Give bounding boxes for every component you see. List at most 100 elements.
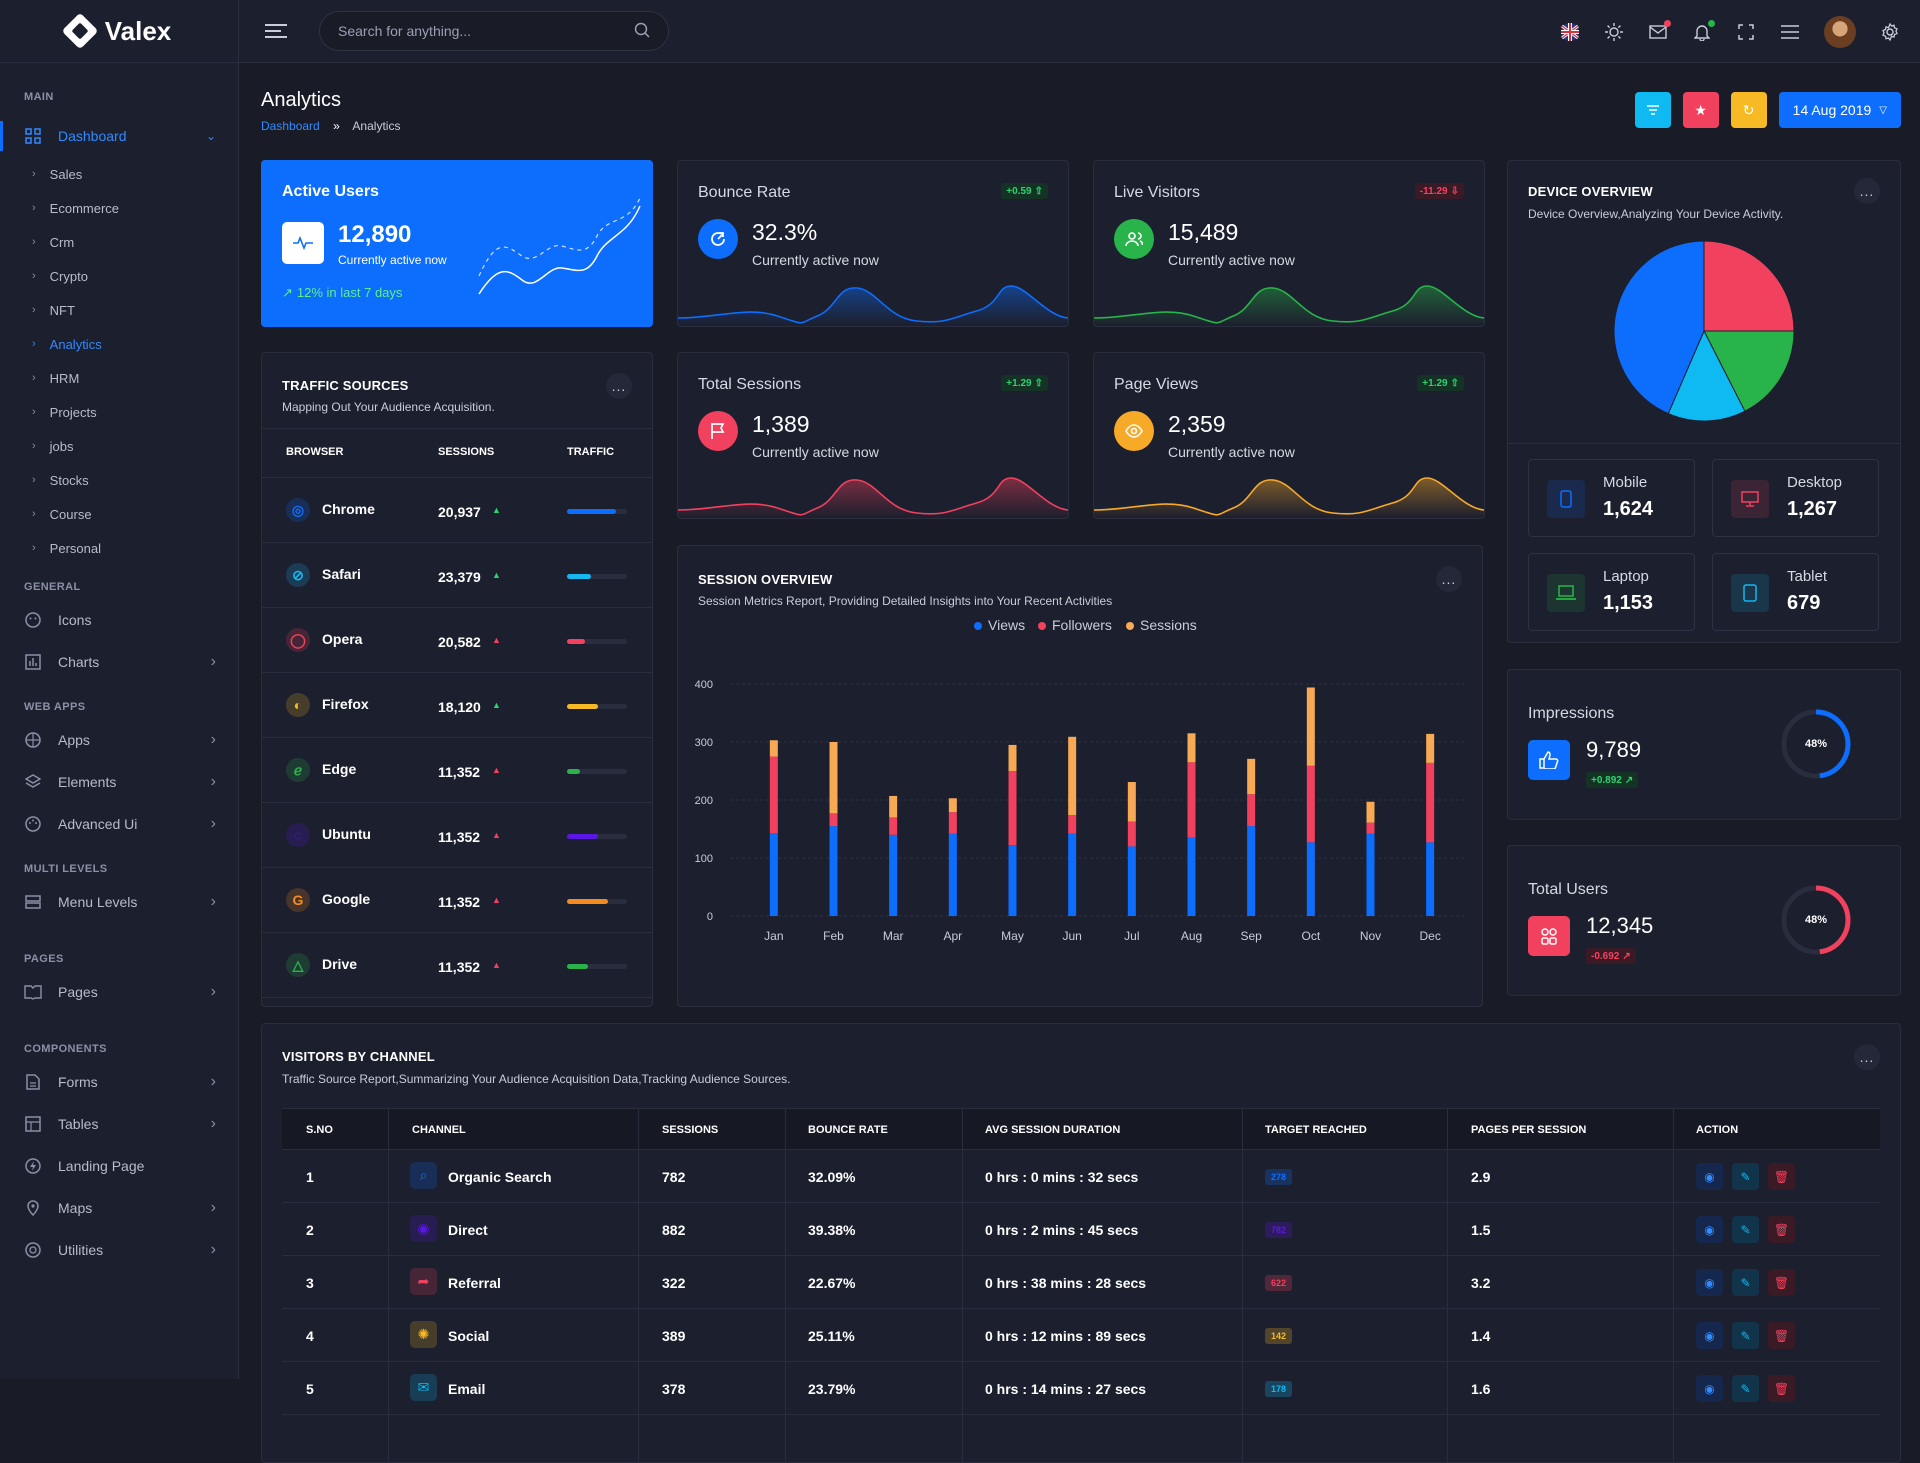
traffic-bar-fill <box>567 964 588 969</box>
more-button[interactable]: ... <box>1854 1044 1880 1070</box>
bar-views <box>1366 833 1375 916</box>
pencil-icon: ✎ <box>1740 1169 1751 1184</box>
chevron-right-icon: › <box>32 338 36 350</box>
flag-uk-icon[interactable] <box>1560 22 1580 42</box>
sidebar-sub-label: Personal <box>49 540 101 556</box>
trend-up-icon: ↗ <box>1624 774 1634 786</box>
avatar[interactable] <box>1824 15 1856 48</box>
eye-icon: ◉ <box>1704 1381 1715 1396</box>
sidebar-sub-label: Sales <box>49 166 83 182</box>
trend-up-icon: ↗ <box>282 285 293 300</box>
pie-slice <box>1614 241 1705 415</box>
more-button[interactable]: ... <box>1854 178 1880 204</box>
edge-icon: ℯ <box>286 758 310 782</box>
fullscreen-icon[interactable] <box>1736 22 1756 42</box>
sidebar-item-utilities[interactable]: Utilities › <box>0 1229 238 1271</box>
edit-button[interactable]: ✎ <box>1732 1375 1759 1402</box>
sidebar-item-apps[interactable]: Apps › <box>0 719 238 761</box>
sidebar-item-landing[interactable]: Landing Page <box>0 1145 238 1187</box>
legend-label[interactable]: Views <box>988 617 1025 633</box>
browser-name: Ubuntu <box>322 826 371 842</box>
sidebar-item-tables[interactable]: Tables › <box>0 1103 238 1145</box>
sidebar-sub-item-jobs[interactable]: › jobs <box>0 429 238 463</box>
delete-button[interactable]: 🗑 <box>1768 1322 1795 1349</box>
view-button[interactable]: ◉ <box>1696 1269 1723 1296</box>
delete-button[interactable]: 🗑 <box>1768 1269 1795 1296</box>
stat-label: Bounce Rate <box>698 184 791 201</box>
refresh-button[interactable]: ↻ <box>1730 92 1767 128</box>
sidebar-sub-item-crypto[interactable]: › Crypto <box>0 259 238 293</box>
traffic-bar <box>567 509 627 514</box>
search-box[interactable] <box>319 11 669 51</box>
sidebar-item-icons[interactable]: Icons <box>0 599 238 641</box>
delete-button[interactable]: 🗑 <box>1768 1216 1795 1243</box>
filter-button[interactable] <box>1634 92 1671 128</box>
sidebar-item-advanced-ui[interactable]: Advanced Ui › <box>0 803 238 845</box>
chevron-right-icon: › <box>210 815 216 832</box>
hamburger-icon[interactable] <box>265 20 287 42</box>
search-icon[interactable] <box>634 22 650 41</box>
date-picker-button[interactable]: 14 Aug 2019 ▽ <box>1778 92 1901 128</box>
sidebar-item-dashboard[interactable]: Dashboard ⌄ <box>0 115 238 157</box>
logo[interactable]: Valex <box>0 0 238 63</box>
menu-lines-icon[interactable] <box>1780 22 1800 42</box>
top-header <box>239 0 1920 63</box>
breadcrumb-home[interactable]: Dashboard <box>261 119 320 133</box>
sidebar-item-forms[interactable]: Forms › <box>0 1061 238 1103</box>
gear-icon[interactable] <box>1880 22 1900 42</box>
sidebar-sub-item-hrm[interactable]: › HRM <box>0 361 238 395</box>
browser-name: Drive <box>322 956 358 972</box>
more-button[interactable]: ... <box>1436 566 1462 592</box>
sidebar-label: Dashboard <box>58 128 127 144</box>
bar-views <box>1306 842 1315 916</box>
device-label: Laptop <box>1603 568 1649 585</box>
organic-search-icon: ⌕ <box>410 1162 437 1189</box>
view-button[interactable]: ◉ <box>1696 1163 1723 1190</box>
delete-button[interactable]: 🗑 <box>1768 1163 1795 1190</box>
delete-button[interactable]: 🗑 <box>1768 1375 1795 1402</box>
view-button[interactable]: ◉ <box>1696 1216 1723 1243</box>
chevron-right-icon: › <box>210 983 216 1000</box>
users-group-icon <box>1528 916 1570 956</box>
sidebar-item-charts[interactable]: Charts › <box>0 641 238 683</box>
sidebar-label: Charts <box>58 654 100 670</box>
badge-text: +0.59 <box>1006 185 1032 197</box>
bar-views <box>829 826 838 916</box>
sidebar-sub-item-sales[interactable]: › Sales <box>0 157 238 191</box>
more-button[interactable]: ... <box>606 373 632 399</box>
legend-label[interactable]: Followers <box>1052 617 1112 633</box>
sidebar-item-elements[interactable]: Elements › <box>0 761 238 803</box>
legend-label[interactable]: Sessions <box>1140 617 1197 633</box>
legend-marker <box>1038 622 1046 630</box>
sidebar-sub-item-ecommerce[interactable]: › Ecommerce <box>0 191 238 225</box>
sidebar-item-menu-levels[interactable]: Menu Levels › <box>0 881 238 923</box>
pencil-icon: ✎ <box>1740 1328 1751 1343</box>
search-input[interactable] <box>338 23 618 39</box>
edit-button[interactable]: ✎ <box>1732 1322 1759 1349</box>
edit-button[interactable]: ✎ <box>1732 1163 1759 1190</box>
sidebar-sub-item-course[interactable]: › Course <box>0 497 238 531</box>
sidebar-sub-item-personal[interactable]: › Personal <box>0 531 238 565</box>
mail-icon[interactable] <box>1648 19 1671 42</box>
file-icon <box>24 1073 42 1091</box>
view-button[interactable]: ◉ <box>1696 1375 1723 1402</box>
view-button[interactable]: ◉ <box>1696 1322 1723 1349</box>
favorite-button[interactable]: ★ <box>1682 92 1719 128</box>
sidebar-sub-item-analytics[interactable]: › Analytics <box>0 327 238 361</box>
sidebar-item-pages[interactable]: Pages › <box>0 971 238 1013</box>
edit-button[interactable]: ✎ <box>1732 1216 1759 1243</box>
edit-button[interactable]: ✎ <box>1732 1269 1759 1296</box>
sidebar-sub-item-nft[interactable]: › NFT <box>0 293 238 327</box>
sidebar-item-maps[interactable]: Maps › <box>0 1187 238 1229</box>
sidebar-sub-item-stocks[interactable]: › Stocks <box>0 463 238 497</box>
layers-icon <box>24 773 42 791</box>
chevron-right-icon: › <box>32 236 36 248</box>
sidebar-sub-label: Ecommerce <box>49 200 120 216</box>
mobile-icon <box>1547 480 1585 518</box>
stat-value: 2,359 <box>1168 411 1226 437</box>
bell-icon[interactable] <box>1692 19 1715 42</box>
traffic-sub: Mapping Out Your Audience Acquisition. <box>282 400 495 414</box>
sidebar-sub-item-crm[interactable]: › Crm <box>0 225 238 259</box>
sun-icon[interactable] <box>1604 22 1624 42</box>
sidebar-sub-item-projects[interactable]: › Projects <box>0 395 238 429</box>
